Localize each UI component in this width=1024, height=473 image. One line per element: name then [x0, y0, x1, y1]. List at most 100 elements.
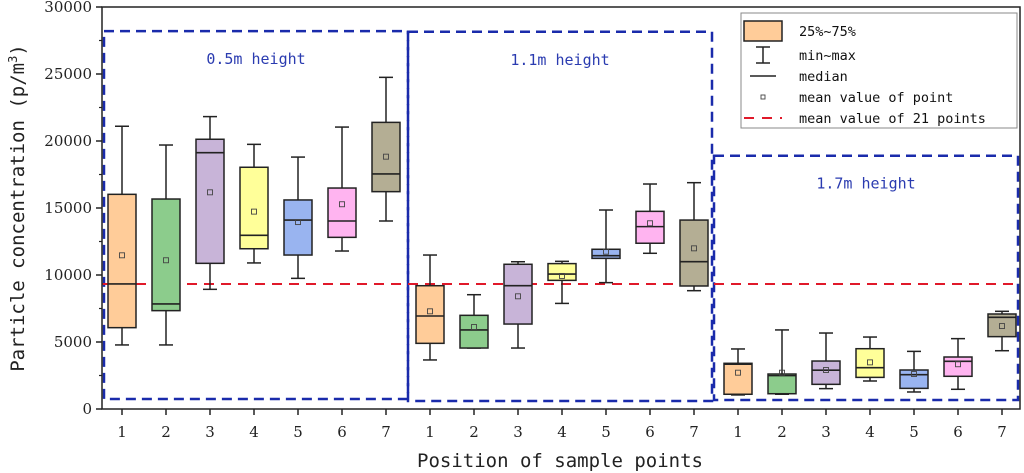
- iqr-box: [547, 262, 577, 282]
- x-tick-label: 4: [557, 423, 567, 441]
- y-tick-label: 20000: [44, 132, 92, 150]
- iqr-box: [239, 166, 269, 250]
- box-group-2-7: [679, 181, 709, 292]
- mean-marker: [383, 153, 389, 160]
- iqr-box: [327, 187, 357, 239]
- x-tick-label: 3: [205, 423, 215, 441]
- axes: 0 5000 10000 15000 20000 25000 30000 1 2 3 4 5 6 7 1 2 3…: [44, 0, 1021, 441]
- mean-marker: [207, 189, 213, 196]
- y-axis-title-suffix: ): [7, 44, 29, 55]
- legend-symbol-mean: [760, 94, 766, 100]
- legend-box-swatch: [743, 20, 783, 42]
- mean-marker: [603, 248, 609, 255]
- legend: 25%~75% min~max median mean value of point m…: [740, 12, 1018, 129]
- x-tick-label: 2: [161, 423, 171, 441]
- x-tick-label: 5: [909, 423, 919, 441]
- legend-mean-icon: [760, 94, 766, 100]
- x-tick-label: 7: [381, 423, 391, 441]
- mean-marker: [119, 252, 125, 259]
- iqr-box: [899, 369, 929, 390]
- box-group-1-4: [239, 143, 269, 264]
- y-tick-label: 10000: [44, 266, 92, 284]
- mean-marker: [295, 219, 301, 226]
- x-tick-label: 4: [865, 423, 875, 441]
- box-group-2-5: [591, 209, 621, 284]
- box-group-2-4: [547, 260, 577, 305]
- iqr-box: [371, 121, 401, 193]
- mean-marker: [823, 367, 829, 373]
- iqr-box: [987, 313, 1017, 338]
- mean-marker: [559, 272, 565, 279]
- x-tick-label: 4: [249, 423, 259, 441]
- mean-marker: [955, 361, 961, 368]
- y-tick-label: 30000: [44, 0, 92, 16]
- box-group-1-6: [327, 126, 357, 252]
- y-tick-label: 25000: [44, 65, 92, 83]
- iqr-box: [151, 198, 181, 312]
- box-group-3-1: [723, 348, 753, 396]
- legend-label: median: [799, 69, 848, 85]
- iqr-box: [195, 138, 225, 265]
- height-region-3: [712, 154, 1020, 402]
- x-tick-label: 3: [513, 423, 523, 441]
- height-region-1: [102, 29, 410, 401]
- iqr-box: [723, 362, 753, 396]
- mean-marker: [779, 369, 785, 376]
- mean-marker: [647, 220, 653, 227]
- y-axis-title-main: Particle concentration (p/m: [7, 63, 29, 372]
- iqr-box: [767, 373, 797, 395]
- height-region-label: 1.1m height: [510, 51, 609, 69]
- legend-symbol-box: [743, 20, 783, 42]
- height-regions: 0.5m height 1.1m height 1.7m height: [102, 29, 1020, 403]
- box-group-3-7: [987, 310, 1017, 352]
- x-tick-label: 2: [777, 423, 787, 441]
- x-tick-label: 6: [953, 423, 963, 441]
- mean-marker: [867, 359, 873, 366]
- x-tick-label: 2: [469, 423, 479, 441]
- box-group-1-2: [151, 144, 181, 346]
- legend-label: min~max: [799, 48, 856, 64]
- legend-symbol-whisker: [756, 46, 770, 64]
- mean-marker: [163, 257, 169, 264]
- legend-label: 25%~75%: [799, 24, 856, 40]
- mean-marker: [691, 245, 697, 252]
- x-tick-label: 1: [733, 423, 743, 441]
- height-region-label: 0.5m height: [206, 50, 305, 68]
- box-series: [107, 76, 1017, 396]
- iqr-box: [679, 219, 709, 287]
- iqr-box: [283, 199, 313, 256]
- x-tick-label: 3: [821, 423, 831, 441]
- height-region-2: [406, 30, 714, 403]
- box-group-2-3: [503, 260, 533, 349]
- mean-marker: [471, 324, 477, 330]
- box-group-3-3: [811, 332, 841, 390]
- x-tick-label: 5: [601, 423, 611, 441]
- iqr-box: [855, 347, 885, 379]
- y-tick-label: 0: [82, 400, 92, 418]
- box-group-1-7: [371, 76, 401, 222]
- legend-frame: [740, 12, 1018, 129]
- mean-marker: [251, 208, 257, 215]
- x-tick-label: 1: [425, 423, 435, 441]
- x-tick-label: 5: [293, 423, 303, 441]
- box-group-2-1: [415, 254, 445, 361]
- box-group-2-6: [635, 183, 665, 255]
- mean-marker: [999, 323, 1005, 330]
- x-tick-label: 7: [997, 423, 1007, 441]
- mean-marker: [339, 201, 345, 208]
- mean-marker: [911, 371, 917, 377]
- box-group-3-4: [855, 336, 885, 382]
- y-axis-title: Particle concentration (p/m3): [6, 44, 29, 372]
- box-group-3-5: [899, 350, 929, 393]
- x-tick-label: 6: [337, 423, 347, 441]
- x-tick-label: 7: [689, 423, 699, 441]
- y-tick-label: 5000: [54, 333, 92, 351]
- box-group-1-3: [195, 115, 225, 291]
- y-axis-title-sup: 3: [6, 56, 20, 63]
- box-group-1-1: [107, 125, 137, 346]
- legend-label: mean value of point: [799, 90, 953, 106]
- box-group-3-6: [943, 337, 973, 391]
- height-region-label: 1.7m height: [816, 175, 915, 193]
- x-axis-title: Position of sample points: [417, 450, 703, 472]
